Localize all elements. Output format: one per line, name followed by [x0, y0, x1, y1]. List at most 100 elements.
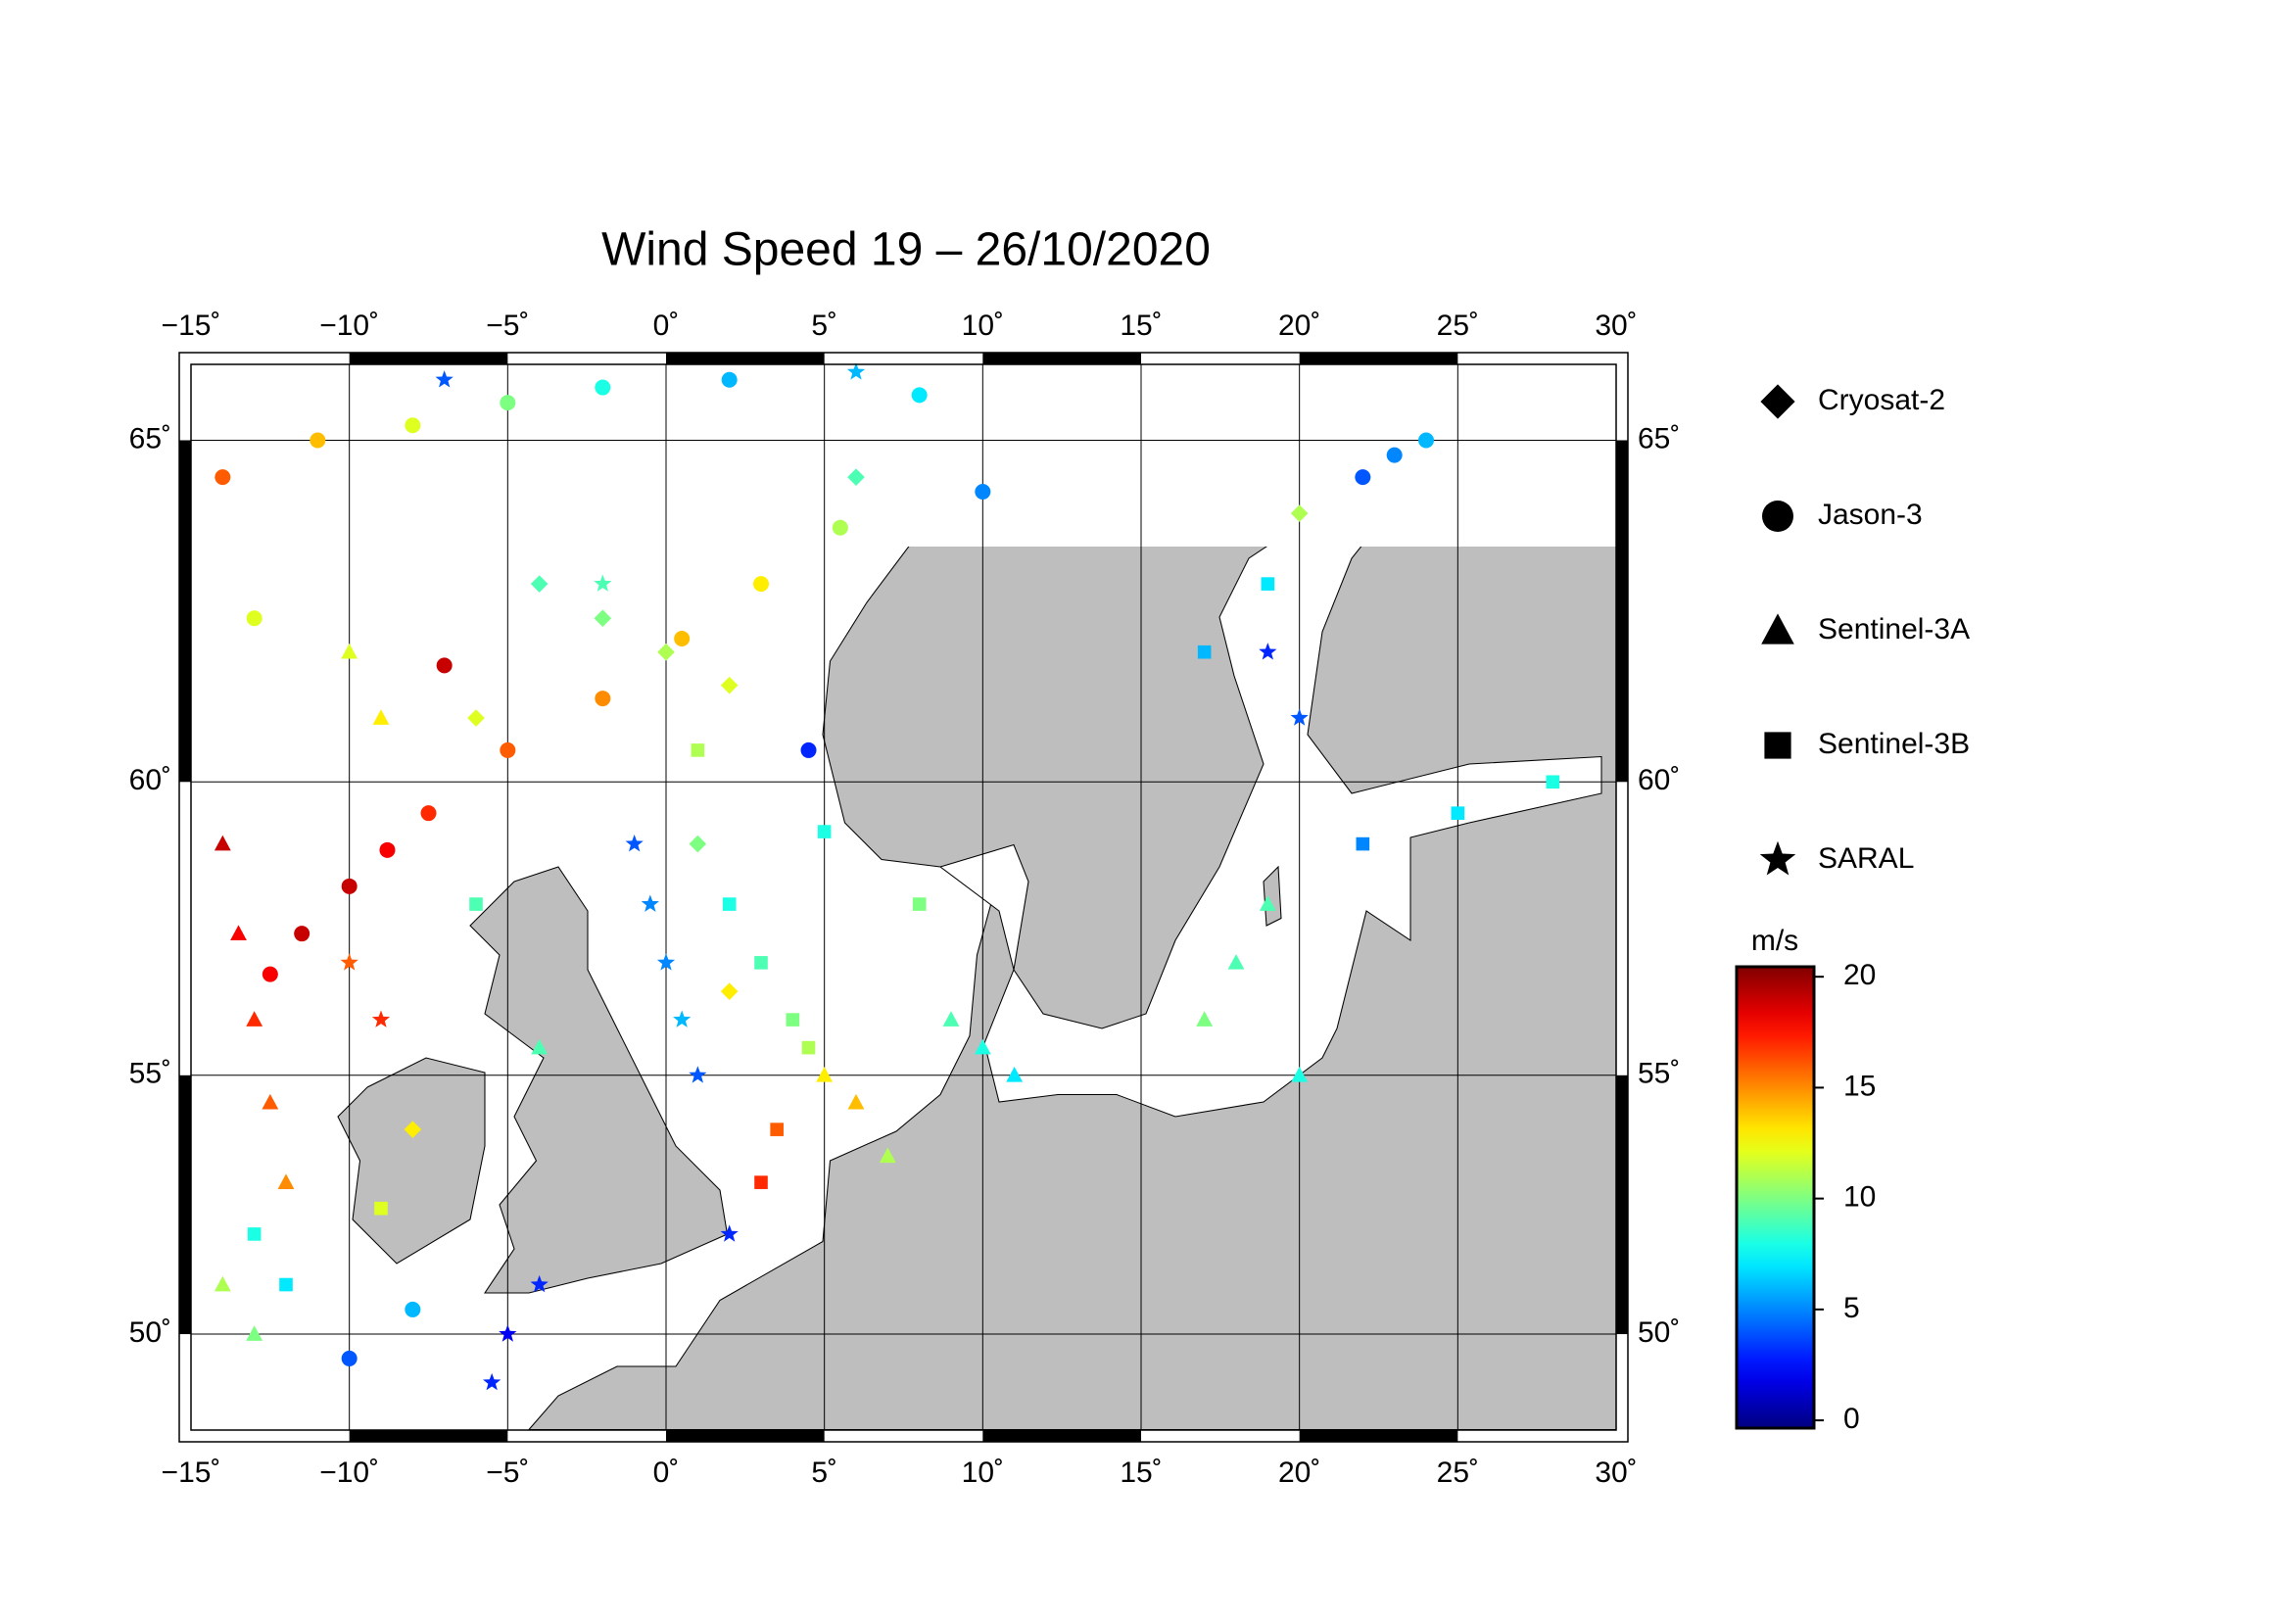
- wind-point: [846, 362, 866, 380]
- wind-point: [420, 805, 437, 822]
- wind-point: [230, 925, 247, 940]
- frame-band: [982, 1430, 1141, 1442]
- wind-point: [246, 1011, 263, 1027]
- wind-point: [911, 387, 928, 404]
- frame-band: [349, 353, 508, 364]
- wind-point: [1355, 469, 1371, 486]
- x-tick-label-bottom: −10˚: [319, 1457, 379, 1489]
- legend-marker: [1760, 384, 1795, 419]
- colorbar-tick-label: 5: [1843, 1292, 1860, 1324]
- wind-point: [691, 743, 705, 757]
- wind-point: [754, 1175, 768, 1189]
- wind-point: [1006, 1067, 1024, 1082]
- wind-point: [1259, 895, 1276, 911]
- wind-point: [1451, 806, 1465, 820]
- wind-point: [800, 741, 817, 758]
- frame-band: [1299, 1430, 1458, 1442]
- wind-point: [595, 691, 611, 707]
- legend-label: Sentinel-3B: [1818, 728, 1970, 760]
- wind-point: [974, 1038, 991, 1055]
- wind-point: [341, 878, 358, 894]
- wind-point: [641, 894, 659, 912]
- x-tick-label-bottom: 5˚: [811, 1457, 837, 1489]
- frame-band: [1616, 1075, 1628, 1335]
- wind-point: [847, 1093, 865, 1110]
- wind-point: [657, 643, 675, 661]
- frame-band: [666, 1430, 825, 1442]
- wind-point: [720, 676, 739, 694]
- wind-point: [371, 1010, 391, 1027]
- wind-point: [1290, 708, 1309, 726]
- wind-point: [1546, 775, 1560, 789]
- y-tick-label-left: 50˚: [129, 1316, 171, 1349]
- colorbar-gradient: [1735, 965, 1816, 1430]
- wind-point: [341, 643, 358, 659]
- x-tick-label-bottom: 20˚: [1278, 1457, 1320, 1489]
- frame-band: [179, 440, 191, 783]
- wind-point: [1259, 643, 1277, 660]
- frame-band: [349, 1430, 508, 1442]
- wind-point: [754, 956, 768, 970]
- y-tick-label-right: 50˚: [1638, 1316, 1680, 1349]
- wind-point: [816, 1067, 834, 1082]
- wind-point: [832, 519, 848, 536]
- wind-point: [674, 630, 691, 646]
- wind-point: [975, 484, 991, 501]
- wind-point: [530, 575, 549, 593]
- y-tick-label-right: 60˚: [1638, 764, 1680, 796]
- wind-point: [404, 1121, 422, 1138]
- wind-point: [770, 1122, 784, 1136]
- wind-point: [436, 657, 453, 674]
- map-frame: −15˚ −15˚ −10˚ −10˚ −5˚ −5˚ 0˚ 0˚ 5˚ 5˚ 10˚ 10˚ 15˚ 1…: [129, 310, 1681, 1489]
- wind-point: [214, 1275, 231, 1292]
- wind-point: [817, 825, 832, 838]
- wind-point: [753, 576, 769, 593]
- legend: Cryosat-2 Jason-3 Sentinel-3A Sentinel-3B SA…: [1759, 384, 1970, 876]
- wind-point: [1356, 836, 1370, 851]
- chart-title: Wind Speed 19 – 26/10/2020: [601, 224, 1211, 276]
- colorbar-tick-label: 15: [1843, 1070, 1876, 1102]
- wind-point: [689, 1066, 707, 1083]
- x-tick-label-bottom: 25˚: [1437, 1457, 1479, 1489]
- gotland: [1263, 865, 1282, 927]
- x-tick-label-top: −10˚: [319, 310, 379, 342]
- x-tick-label-top: 5˚: [811, 310, 837, 342]
- x-tick-label-bottom: 0˚: [653, 1457, 680, 1489]
- wind-point: [1418, 432, 1434, 449]
- wind-point: [721, 371, 738, 388]
- wind-point: [594, 609, 612, 628]
- wind-point: [500, 395, 516, 411]
- wind-point: [499, 1324, 517, 1342]
- wind-point: [1261, 577, 1275, 591]
- wind-point: [879, 1147, 896, 1164]
- wind-point: [720, 1224, 739, 1242]
- wind-point: [625, 834, 644, 852]
- x-tick-label-top: 25˚: [1437, 310, 1479, 342]
- frame-band: [666, 353, 825, 364]
- legend-marker: [1764, 732, 1791, 759]
- wind-point: [435, 370, 453, 388]
- wind-point: [246, 1325, 263, 1341]
- wind-point: [405, 1301, 421, 1317]
- x-tick-label-top: −15˚: [162, 310, 221, 342]
- wind-point: [1291, 1067, 1309, 1082]
- wind-point: [372, 709, 390, 725]
- wind-point: [1227, 954, 1245, 970]
- wind-point: [595, 379, 611, 396]
- wind-point: [214, 835, 231, 851]
- x-tick-label-bottom: 10˚: [962, 1457, 1004, 1489]
- x-tick-label-top: 30˚: [1595, 310, 1637, 342]
- legend-label: Jason-3: [1818, 499, 1923, 531]
- x-tick-label-bottom: 15˚: [1120, 1457, 1162, 1489]
- frame-band: [179, 1075, 191, 1335]
- frame-inner: [190, 363, 1617, 1431]
- colorbar-tick-label: 20: [1843, 959, 1876, 991]
- wind-point: [262, 966, 278, 982]
- colorbar-tick-label: 10: [1843, 1181, 1876, 1214]
- wind-point: [942, 1011, 960, 1027]
- x-tick-label-top: 20˚: [1278, 310, 1320, 342]
- wind-point: [277, 1173, 295, 1189]
- y-tick-label-right: 55˚: [1638, 1058, 1680, 1090]
- wind-point: [469, 897, 483, 911]
- x-tick-label-top: 0˚: [653, 310, 680, 342]
